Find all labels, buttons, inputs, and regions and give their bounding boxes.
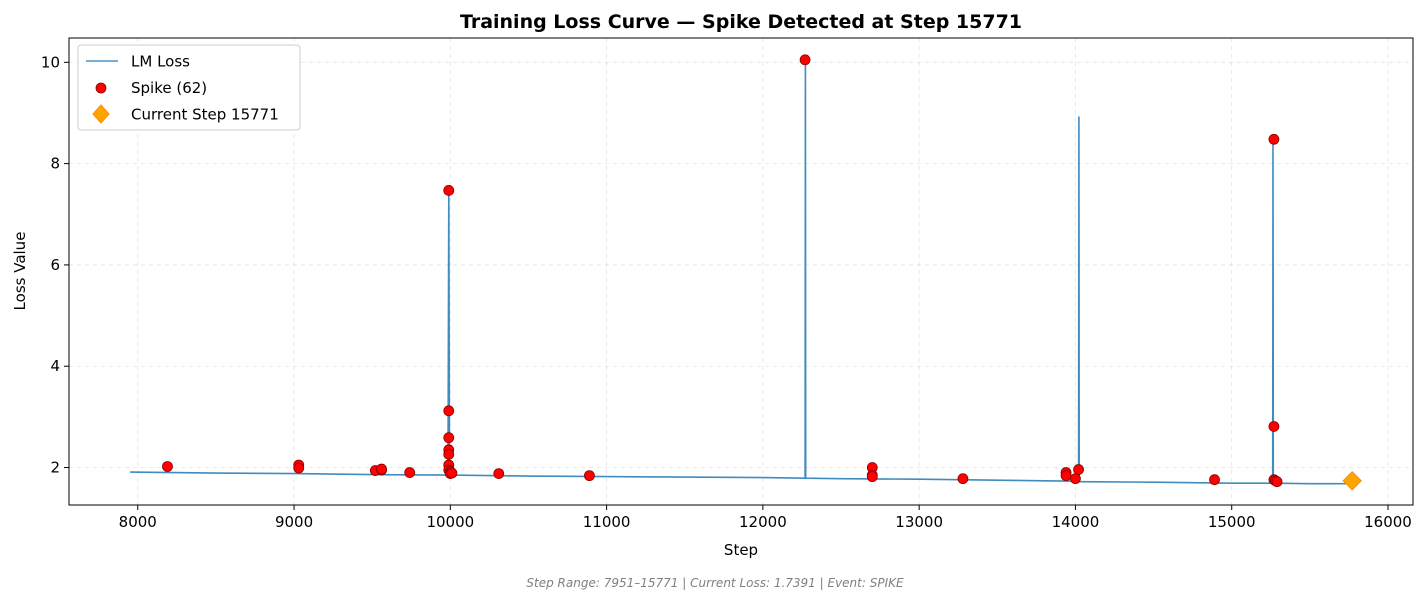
legend-spike-swatch <box>95 82 107 94</box>
x-tick-label: 14000 <box>1052 513 1100 531</box>
x-tick-label: 10000 <box>426 513 474 531</box>
spike-point <box>376 463 387 475</box>
x-tick-label: 11000 <box>583 513 631 531</box>
spike-point <box>1271 476 1283 488</box>
plot-frame <box>68 37 1414 506</box>
legend-label-spike: Spike (62) <box>131 79 207 97</box>
spike-point <box>1060 470 1072 482</box>
legend: LM Loss Spike (62) Current Step 15771 <box>77 44 301 131</box>
spike-point <box>1209 474 1220 486</box>
spike-point <box>162 461 173 472</box>
spike-point <box>404 467 416 478</box>
spike-point <box>1070 473 1081 485</box>
spike-point <box>799 54 811 66</box>
x-axis-title: Step <box>724 541 758 559</box>
y-tick-label: 8 <box>50 155 60 173</box>
y-tick-label: 10 <box>41 53 60 71</box>
y-axis-title: Loss Value <box>11 232 29 311</box>
spike-point <box>866 471 878 483</box>
spike-point <box>293 462 305 474</box>
legend-label-lm-loss: LM Loss <box>131 53 190 71</box>
chart-title: Training Loss Curve — Spike Detected at … <box>460 11 1022 33</box>
spike-point <box>493 468 505 479</box>
x-tick-label: 13000 <box>895 513 943 531</box>
legend-box <box>77 44 301 131</box>
spike-point <box>443 432 455 444</box>
x-tick-label: 16000 <box>1364 513 1412 531</box>
spike-point <box>443 448 455 460</box>
x-tick-label: 15000 <box>1208 513 1256 531</box>
lm-loss-line <box>130 58 1353 485</box>
spike-point <box>584 470 595 482</box>
spike-point <box>443 185 455 196</box>
current-step-marker <box>1342 471 1362 491</box>
x-tick-label: 9000 <box>275 513 313 531</box>
plot-area <box>130 54 1362 491</box>
x-tick-label: 12000 <box>739 513 787 531</box>
y-tick-label: 2 <box>50 459 60 477</box>
y-tick-label: 4 <box>50 357 60 375</box>
footer-summary: Step Range: 7951–15771 | Current Loss: 1… <box>526 576 904 590</box>
grid-lines <box>69 38 1413 505</box>
spike-point <box>1073 464 1084 475</box>
spike-point <box>446 467 458 479</box>
x-axis: 8000 9000 10000 11000 12000 13000 14000 15000 16… <box>119 505 1412 531</box>
spike-point <box>957 473 969 485</box>
spike-point <box>443 405 455 417</box>
legend-label-current-step: Current Step 15771 <box>131 106 279 124</box>
spike-point <box>1268 133 1280 145</box>
y-tick-label: 6 <box>50 256 60 274</box>
y-axis: 2 4 6 8 10 <box>41 53 69 477</box>
legend-current-step-swatch <box>92 104 110 124</box>
spike-point <box>1268 421 1280 432</box>
x-tick-label: 8000 <box>119 513 157 531</box>
